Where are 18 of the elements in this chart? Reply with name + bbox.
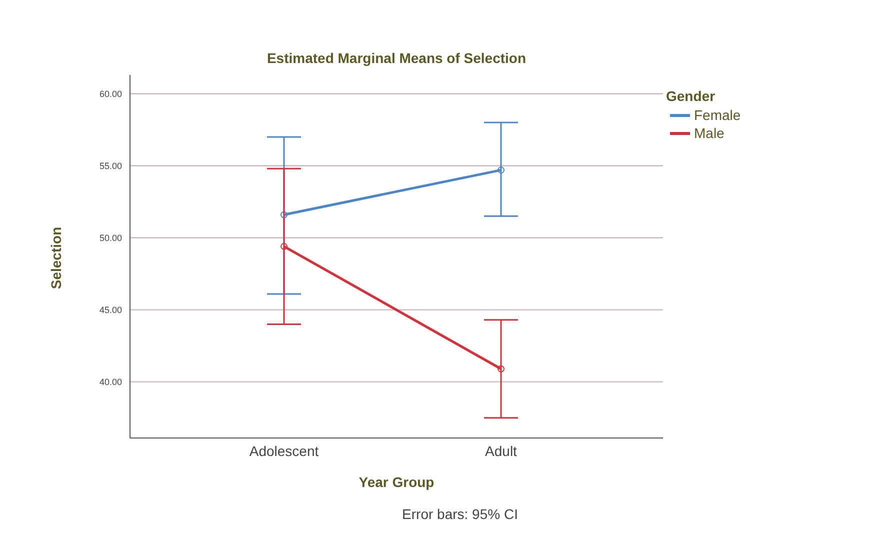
x-axis-title: Year Group <box>358 474 436 490</box>
point <box>498 365 504 372</box>
text: Error bars: 95% CI <box>401 506 519 522</box>
y-tick-label: 55.00 <box>99 160 122 171</box>
point <box>498 166 504 174</box>
x-tick-label: Adult <box>485 442 518 459</box>
y-tick-label: 45.00 <box>99 304 122 315</box>
x-tick-label: Adolescent <box>249 442 319 459</box>
y-tick-label: 60.00 <box>99 88 122 99</box>
point <box>280 211 288 218</box>
legend-label: Female <box>693 106 741 124</box>
y-axis-title: Selection <box>48 226 64 290</box>
legend-label: Male <box>693 124 726 142</box>
y-tick-label: 40.00 <box>99 377 122 388</box>
legend-title: Gender <box>666 88 716 104</box>
chart-title: Estimated Marginal Means of Selection <box>266 50 528 66</box>
point <box>280 242 288 250</box>
y-tick-label: 50.00 <box>99 232 122 243</box>
